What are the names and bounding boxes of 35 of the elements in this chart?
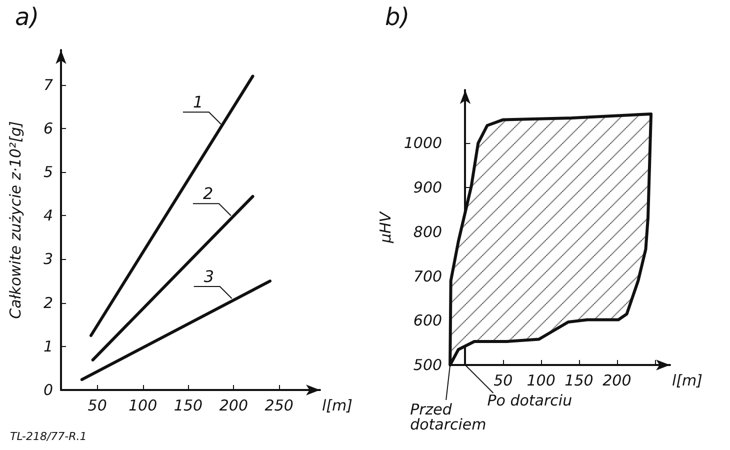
- x-tick-label: 50: [88, 396, 107, 414]
- x-tick-label: 200: [602, 372, 632, 390]
- y-tick-label: 5: [43, 163, 53, 182]
- y-tick-label: 600: [413, 312, 442, 330]
- chart-title: a): [15, 3, 40, 31]
- chart-title: b): [385, 3, 410, 31]
- x-tick-label: 50: [494, 372, 513, 390]
- annotation: Przed dotarciem: [410, 400, 486, 434]
- x-axis-title: l[m]: [672, 372, 703, 390]
- x-tick-label: 100: [526, 372, 556, 390]
- y-axis-title: μHV: [376, 210, 394, 244]
- y-tick-label: 900: [413, 178, 442, 197]
- x-tick-label: 250: [264, 396, 294, 414]
- x-tick-label: 150: [174, 396, 203, 414]
- x-tick-label: 200: [219, 396, 248, 414]
- text: TL-218/77-R.1: [10, 430, 87, 443]
- y-tick-label: 2: [43, 294, 53, 312]
- y-tick-label: 1: [43, 337, 53, 356]
- y-tick-label: 700: [413, 267, 442, 286]
- y-tick-label: 0: [43, 381, 53, 399]
- annotation: 3: [204, 266, 214, 286]
- y-tick-label: 4: [43, 206, 53, 225]
- y-tick-label: 6: [43, 119, 53, 138]
- x-tick-label: 100: [128, 396, 158, 414]
- x-tick-label: 150: [564, 372, 594, 390]
- y-tick-label: 500: [413, 356, 442, 374]
- y-tick-label: 800: [413, 222, 442, 241]
- annotation: 2: [202, 184, 214, 204]
- y-tick-label: 3: [43, 250, 53, 268]
- y-tick-label: 1000: [404, 134, 442, 152]
- y-tick-label: 7: [43, 76, 54, 94]
- annotation: 1: [192, 92, 204, 112]
- x-axis-title: l[m]: [322, 396, 353, 414]
- y-axis-title: Całkowite zużycie z·10²[g]: [6, 121, 24, 319]
- text: Po dotarciu: [487, 392, 572, 410]
